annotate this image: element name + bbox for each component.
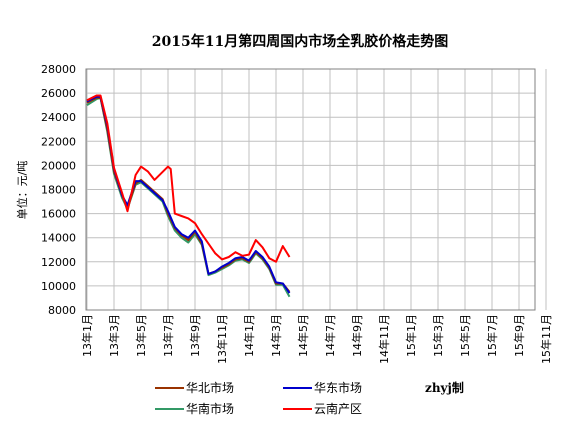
series-line-3 <box>86 94 291 263</box>
x-tick-label: 13年11月 <box>215 314 229 364</box>
x-tick-label: 14年9月 <box>350 314 364 357</box>
y-tick-label: 20000 <box>41 159 76 172</box>
series-line-2 <box>86 96 291 298</box>
x-tick-label: 14年11月 <box>377 314 391 364</box>
x-tick-label: 15年11月 <box>539 314 553 364</box>
legend: 华北市场 华东市场 华南市场 云南产区 zhyj制 <box>155 380 464 416</box>
x-tick-label: 15年5月 <box>458 314 472 357</box>
y-tick-label: 16000 <box>41 208 76 221</box>
x-tick-label: 13年7月 <box>161 314 175 357</box>
y-tick-label: 28000 <box>41 63 76 76</box>
x-tick-label: 14年3月 <box>269 314 283 357</box>
legend-item-yunnan: 云南产区 <box>283 401 362 416</box>
credit-label: zhyj制 <box>425 380 464 395</box>
y-tick-label: 8000 <box>48 304 76 317</box>
series-lines <box>86 94 291 298</box>
legend-item-huadong: 华东市场 <box>283 380 362 395</box>
legend-label-yunnan: 云南产区 <box>314 401 362 416</box>
y-tick-label: 18000 <box>41 184 76 197</box>
x-tick-label: 15年7月 <box>485 314 499 357</box>
x-tick-label: 13年1月 <box>80 314 94 357</box>
y-tick-label: 26000 <box>41 87 76 100</box>
plot-area-frame <box>85 68 536 311</box>
legend-label-huabei: 华北市场 <box>186 380 234 395</box>
x-tick-label: 14年5月 <box>296 314 310 357</box>
legend-label-huanan: 华南市场 <box>186 401 234 416</box>
series-line-1 <box>86 95 291 294</box>
y-tick-label: 12000 <box>41 256 76 269</box>
y-axis-ticks: 8000 10000 12000 14000 16000 18000 20000 22000 2… <box>41 63 76 317</box>
y-axis-label: 单位：元/吨 <box>15 161 29 220</box>
y-tick-label: 22000 <box>41 135 76 148</box>
legend-item-huabei: 华北市场 <box>155 380 234 395</box>
y-tick-label: 24000 <box>41 111 76 124</box>
x-axis-ticks: 13年1月 13年3月 13年5月 13年7月 13年9月 13年11月 14年1月 14年3… <box>80 314 553 364</box>
x-tick-label: 15年1月 <box>404 314 418 357</box>
x-tick-label: 13年3月 <box>107 314 121 357</box>
chart-title: 2015年11月第四周国内市场全乳胶价格走势图 <box>152 33 448 50</box>
y-tick-label: 10000 <box>41 280 76 293</box>
x-tick-label: 14年1月 <box>242 314 256 357</box>
x-tick-label: 14年7月 <box>323 314 337 357</box>
gridlines <box>86 68 547 311</box>
x-tick-label: 15年3月 <box>431 314 445 357</box>
y-tick-label: 14000 <box>41 232 76 245</box>
x-tick-label: 13年5月 <box>134 314 148 357</box>
x-tick-label: 15年9月 <box>512 314 526 357</box>
legend-label-huadong: 华东市场 <box>314 380 362 395</box>
series-line-0 <box>86 96 291 293</box>
legend-item-huanan: 华南市场 <box>155 401 234 416</box>
x-tick-label: 13年9月 <box>188 314 202 357</box>
